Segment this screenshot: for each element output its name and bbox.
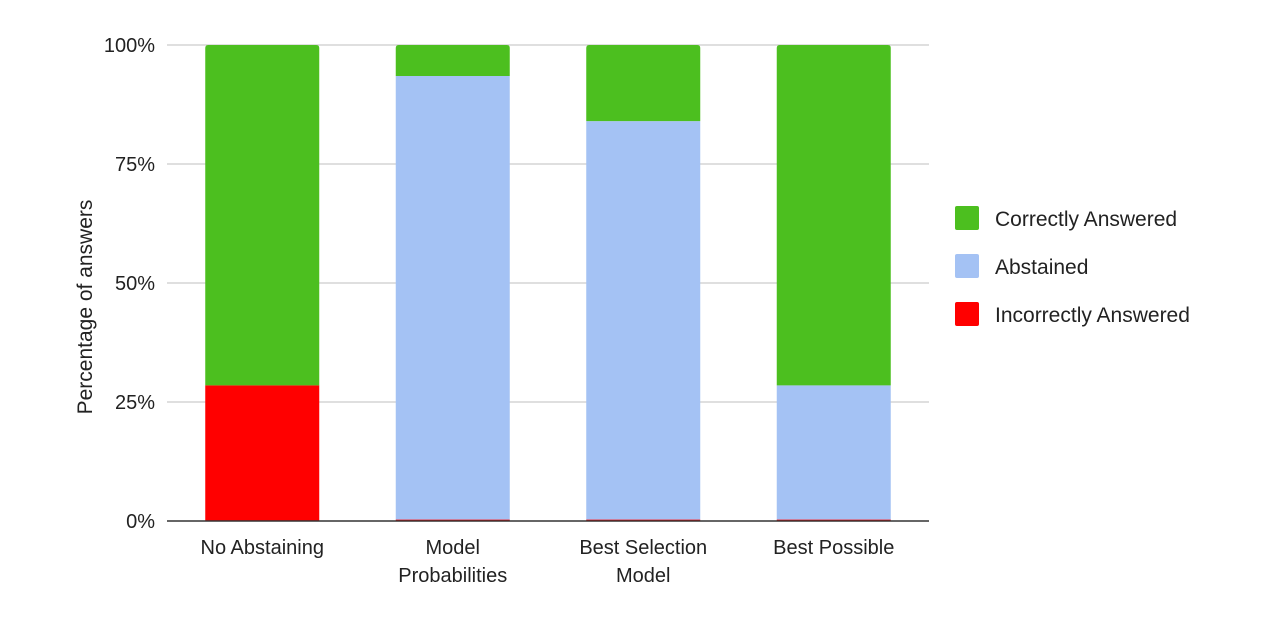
x-tick-label: Model Probabilities bbox=[398, 537, 507, 587]
legend-swatch-correctly-answered bbox=[955, 206, 979, 230]
y-tick-label: 100% bbox=[104, 35, 155, 57]
y-axis-title: Percentage of answers bbox=[74, 200, 97, 415]
legend-label-incorrectly-answered: Incorrectly Answered bbox=[995, 304, 1190, 327]
bar-best-possible-correctly-answered bbox=[776, 45, 891, 386]
x-tick-label: Best Selection Model bbox=[579, 537, 707, 587]
y-tick-label: 75% bbox=[115, 154, 155, 176]
bar-no-abstaining-correctly-answered bbox=[205, 45, 320, 386]
y-tick-label: 25% bbox=[115, 392, 155, 414]
axes: 0% 25% 50% 75% 100% No Abstaining Model Probabi… bbox=[104, 35, 929, 587]
legend-swatch-abstained bbox=[955, 254, 979, 278]
y-axis-title-group: Percentage of answers bbox=[74, 200, 97, 415]
legend-label-correctly-answered: Correctly Answered bbox=[995, 208, 1177, 231]
bar-model-probabilities-correctly-answered bbox=[395, 45, 510, 76]
x-tick-label: No Abstaining bbox=[201, 537, 324, 559]
legend-swatch-incorrectly-answered bbox=[955, 302, 979, 326]
x-tick-label: Best Possible bbox=[773, 537, 894, 559]
y-tick-label: 0% bbox=[126, 511, 155, 533]
bars bbox=[205, 45, 891, 521]
legend: Correctly Answered Abstained Incorrectly A… bbox=[955, 206, 1190, 327]
bar-best-selection-model-correctly-answered bbox=[586, 45, 701, 122]
bar-no-abstaining-incorrectly-answered bbox=[205, 385, 320, 521]
bar-best-selection-model-abstained bbox=[586, 121, 701, 520]
y-tick-label: 50% bbox=[115, 273, 155, 295]
bar-model-probabilities-abstained bbox=[395, 75, 510, 520]
legend-label-abstained: Abstained bbox=[995, 256, 1088, 279]
bar-best-possible-abstained bbox=[776, 385, 891, 520]
